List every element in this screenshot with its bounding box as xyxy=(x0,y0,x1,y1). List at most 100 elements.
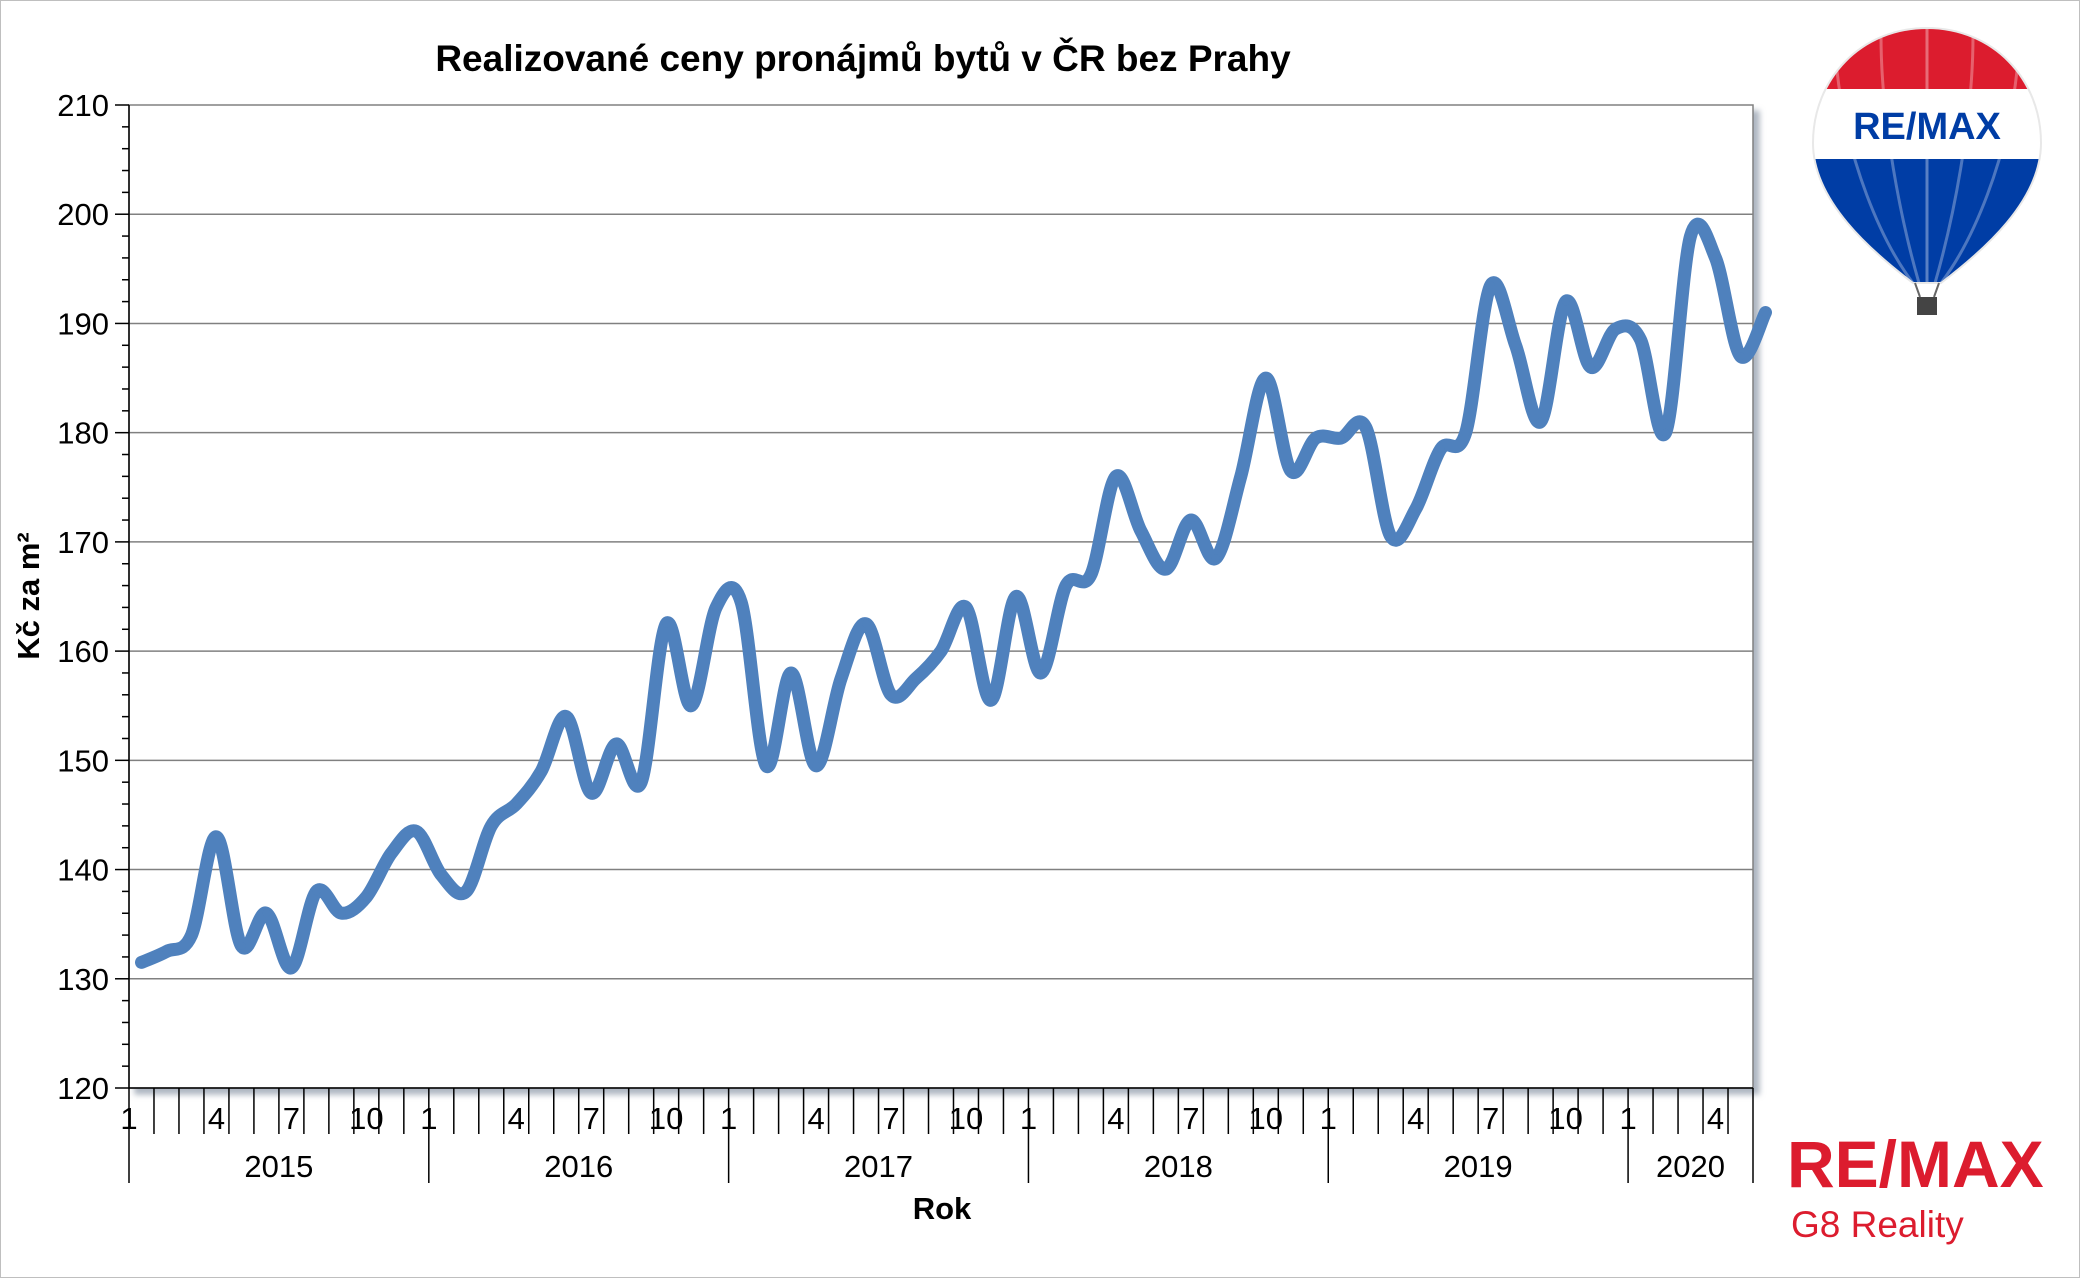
x-month-label: 4 xyxy=(1107,1101,1124,1136)
data-point xyxy=(1036,668,1045,677)
data-point xyxy=(587,789,596,798)
x-month-label: 1 xyxy=(1020,1101,1037,1136)
data-point xyxy=(1636,335,1645,344)
x-year-label: 2017 xyxy=(844,1149,913,1184)
data-point xyxy=(212,832,221,841)
data-point xyxy=(1211,554,1220,563)
remax-balloon-logo: RE/MAX xyxy=(1811,26,2043,315)
data-point xyxy=(662,619,671,628)
data-point xyxy=(986,696,995,705)
plot-area xyxy=(128,104,1754,1089)
data-point xyxy=(1486,281,1495,290)
data-point xyxy=(1136,526,1145,535)
data-point xyxy=(1761,308,1770,317)
x-month-label: 1 xyxy=(1619,1101,1636,1136)
data-point xyxy=(437,871,446,880)
data-point xyxy=(237,942,246,951)
y-tick-label: 210 xyxy=(57,88,109,123)
data-point xyxy=(1711,253,1720,262)
x-month-label: 1 xyxy=(720,1101,737,1136)
y-tick-label: 190 xyxy=(57,306,109,341)
x-month-label: 4 xyxy=(208,1101,225,1136)
chart-title: Realizované ceny pronájmů bytů v ČR bez … xyxy=(435,37,1291,79)
series-group xyxy=(135,217,1772,975)
x-month-label: 1 xyxy=(420,1101,437,1136)
remax-wordmark-logo: RE/MAX G8 Reality xyxy=(1787,1127,2044,1245)
y-tick-label: 150 xyxy=(57,743,109,778)
y-tick-label: 120 xyxy=(57,1071,109,1106)
data-point xyxy=(762,761,771,770)
data-point xyxy=(1436,445,1445,454)
data-point xyxy=(1361,423,1370,432)
wordmark-subtitle: G8 Reality xyxy=(1791,1204,1964,1245)
y-tick-label: 180 xyxy=(57,416,109,451)
x-month-label: 7 xyxy=(583,1101,600,1136)
x-axis: 1 4 7 10 2015 1 4 7 10 2016 1 4 7 10 2017 1 4 7 10 2018 1 4 7 1… xyxy=(120,1087,1754,1184)
data-point xyxy=(262,909,271,918)
data-point xyxy=(1061,581,1070,590)
wordmark-text: RE/MAX xyxy=(1787,1127,2044,1201)
y-tick-label: 170 xyxy=(57,525,109,560)
x-month-label: 7 xyxy=(1182,1101,1199,1136)
x-year-label: 2019 xyxy=(1444,1149,1513,1184)
y-axis: 120 130 140 150 160 170 180 190 200 210 xyxy=(57,88,130,1106)
data-point xyxy=(1261,374,1270,383)
data-point xyxy=(1286,466,1295,475)
data-point xyxy=(1311,434,1320,443)
x-month-label: 10 xyxy=(649,1101,683,1136)
x-month-label: 4 xyxy=(1407,1101,1424,1136)
data-point xyxy=(562,712,571,721)
data-point xyxy=(937,647,945,656)
data-point xyxy=(137,958,146,967)
data-point xyxy=(462,887,471,896)
data-point xyxy=(887,690,896,699)
x-axis-title: Rok xyxy=(913,1191,972,1226)
data-point xyxy=(612,739,621,748)
data-point xyxy=(1011,592,1020,601)
x-month-label: 10 xyxy=(1249,1101,1283,1136)
x-month-label: 7 xyxy=(283,1101,300,1136)
data-point xyxy=(1686,232,1695,241)
data-point xyxy=(1461,428,1470,437)
data-point xyxy=(1386,532,1395,541)
data-point xyxy=(412,827,421,836)
x-month-label: 10 xyxy=(349,1101,383,1136)
data-point xyxy=(1511,341,1520,350)
data-point xyxy=(1611,324,1620,333)
x-month-label: 7 xyxy=(882,1101,899,1136)
data-point xyxy=(637,778,646,787)
x-month-label: 10 xyxy=(1548,1101,1582,1136)
data-point xyxy=(912,674,921,683)
data-point xyxy=(387,849,396,858)
data-point xyxy=(312,887,321,896)
data-point xyxy=(1561,297,1570,306)
x-month-label: 1 xyxy=(120,1101,137,1136)
y-tick-label: 140 xyxy=(57,853,109,888)
x-month-label: 4 xyxy=(1707,1101,1724,1136)
x-year-label: 2015 xyxy=(244,1149,313,1184)
data-point xyxy=(687,701,696,710)
y-tick-label: 200 xyxy=(57,197,109,232)
data-point xyxy=(712,603,721,612)
y-axis-title: Kč za m² xyxy=(11,532,46,659)
data-point xyxy=(337,909,346,918)
data-point xyxy=(1086,570,1095,579)
data-point xyxy=(1736,352,1745,361)
x-month-label: 7 xyxy=(1482,1101,1499,1136)
data-point xyxy=(1536,417,1545,426)
x-year-label: 2016 xyxy=(544,1149,613,1184)
data-point xyxy=(487,821,496,830)
data-point xyxy=(537,767,546,776)
x-year-label: 2018 xyxy=(1144,1149,1213,1184)
data-point xyxy=(1661,428,1670,437)
y-tick-label: 130 xyxy=(57,962,109,997)
data-point xyxy=(1586,363,1595,372)
x-month-label: 4 xyxy=(508,1101,525,1136)
data-point xyxy=(812,761,821,770)
gridlines xyxy=(129,213,1753,980)
data-point xyxy=(1186,516,1195,525)
balloon-logo-text: RE/MAX xyxy=(1853,106,2001,148)
data-point xyxy=(862,619,871,628)
